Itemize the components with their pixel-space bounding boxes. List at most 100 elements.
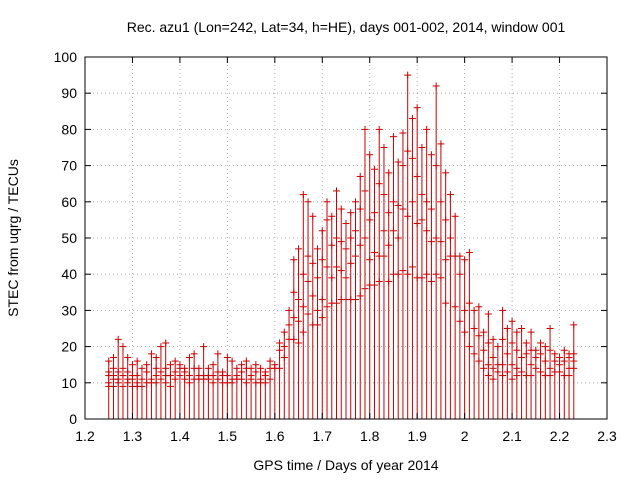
- data-point: [370, 248, 378, 256]
- data-point: [309, 292, 317, 300]
- data-series: [105, 71, 578, 419]
- data-point: [385, 277, 393, 285]
- y-axis-label: STEC from uqrg / TECUs: [5, 159, 21, 317]
- data-point: [380, 227, 388, 235]
- data-point: [347, 234, 355, 242]
- data-point: [489, 375, 497, 383]
- data-point: [408, 154, 416, 162]
- data-point: [537, 368, 545, 376]
- data-point: [423, 125, 431, 133]
- data-point: [356, 205, 364, 213]
- data-point: [252, 361, 260, 369]
- data-point: [337, 267, 345, 275]
- data-point: [418, 216, 426, 224]
- data-point: [375, 277, 383, 285]
- data-point: [499, 306, 507, 314]
- data-point: [394, 270, 402, 278]
- data-point: [456, 317, 464, 325]
- data-point: [176, 372, 184, 380]
- data-point: [370, 165, 378, 173]
- x-tick-label: 2.2: [550, 428, 570, 444]
- data-point: [546, 325, 554, 332]
- data-point: [418, 274, 426, 282]
- data-point: [181, 375, 189, 383]
- data-point: [399, 267, 407, 275]
- data-point: [247, 375, 255, 383]
- data-point: [423, 227, 431, 235]
- data-point: [413, 220, 421, 228]
- x-tick-label: 1.7: [313, 428, 333, 444]
- data-point: [157, 368, 165, 376]
- data-point: [361, 285, 369, 293]
- x-tick-label: 1.9: [407, 428, 427, 444]
- data-point: [204, 364, 212, 372]
- data-point: [560, 346, 568, 354]
- data-point: [152, 379, 160, 387]
- data-point: [166, 382, 174, 390]
- data-point: [337, 205, 345, 213]
- data-point: [247, 364, 255, 372]
- data-point: [461, 328, 469, 336]
- data-point: [171, 368, 179, 376]
- data-point: [109, 353, 117, 361]
- data-point: [427, 151, 435, 159]
- data-point: [242, 379, 250, 387]
- data-point: [394, 158, 402, 166]
- data-point: [133, 357, 141, 365]
- data-point: [318, 227, 326, 235]
- data-point: [470, 306, 478, 314]
- data-point: [394, 201, 402, 209]
- data-point: [385, 241, 393, 249]
- data-point: [556, 361, 564, 369]
- data-point: [295, 339, 303, 347]
- data-point: [465, 248, 473, 256]
- data-point: [361, 125, 369, 133]
- data-point: [351, 198, 359, 206]
- data-point: [366, 216, 374, 224]
- data-point: [323, 216, 331, 224]
- data-point: [427, 238, 435, 246]
- data-point: [442, 216, 450, 224]
- data-point: [389, 133, 397, 141]
- data-point: [304, 277, 312, 285]
- data-point: [280, 343, 288, 351]
- data-point: [328, 212, 336, 220]
- data-point: [223, 353, 231, 361]
- data-point: [399, 205, 407, 213]
- data-point: [408, 198, 416, 206]
- data-point: [432, 162, 440, 170]
- data-point: [480, 328, 488, 336]
- data-point: [494, 343, 502, 351]
- data-point: [513, 372, 521, 380]
- data-point: [423, 198, 431, 206]
- data-point: [276, 346, 284, 354]
- data-point: [238, 361, 246, 369]
- data-point: [209, 361, 217, 369]
- y-tick-label: 0: [69, 411, 77, 427]
- x-tick-label: 2: [461, 428, 469, 444]
- data-point: [489, 364, 497, 372]
- data-point: [147, 350, 155, 358]
- data-point: [461, 256, 469, 264]
- data-point: [546, 364, 554, 372]
- data-point: [389, 227, 397, 235]
- data-point: [299, 191, 307, 199]
- data-point: [109, 382, 117, 390]
- data-point: [299, 270, 307, 278]
- data-point: [432, 82, 440, 90]
- data-point: [119, 382, 127, 390]
- data-point: [565, 353, 573, 361]
- data-point: [451, 212, 459, 220]
- data-point: [333, 234, 341, 242]
- x-tick-label: 2.3: [597, 428, 617, 444]
- data-point: [242, 357, 250, 365]
- data-point: [432, 270, 440, 278]
- x-tick-label: 1.5: [218, 428, 238, 444]
- data-point: [437, 198, 445, 206]
- data-point: [109, 364, 117, 372]
- data-point: [304, 252, 312, 260]
- data-point: [570, 321, 578, 329]
- data-point: [551, 350, 559, 358]
- data-point: [333, 263, 341, 271]
- data-point: [385, 169, 393, 177]
